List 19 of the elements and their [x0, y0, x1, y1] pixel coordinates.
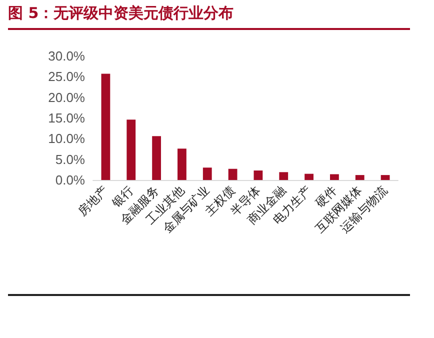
bar	[126, 120, 136, 180]
bar	[228, 168, 238, 180]
y-tick-label: 30.0%	[48, 48, 86, 64]
bar	[304, 174, 314, 180]
y-tick-label: 25.0%	[48, 69, 86, 84]
bar	[279, 172, 288, 180]
y-tick-label: 5.0%	[55, 152, 86, 167]
bar	[178, 148, 186, 180]
y-tick-label: 20.0%	[48, 90, 86, 105]
bar	[355, 175, 364, 180]
bar	[101, 74, 110, 180]
bar	[330, 174, 339, 180]
bar	[254, 170, 263, 180]
bar	[152, 136, 161, 180]
y-tick-label: 10.0%	[48, 131, 86, 146]
y-tick-label: 15.0%	[48, 110, 86, 126]
chart-title: 图 5：无评级中资美元债行业分布	[8, 4, 234, 23]
bar	[202, 168, 212, 180]
bar	[380, 175, 390, 180]
